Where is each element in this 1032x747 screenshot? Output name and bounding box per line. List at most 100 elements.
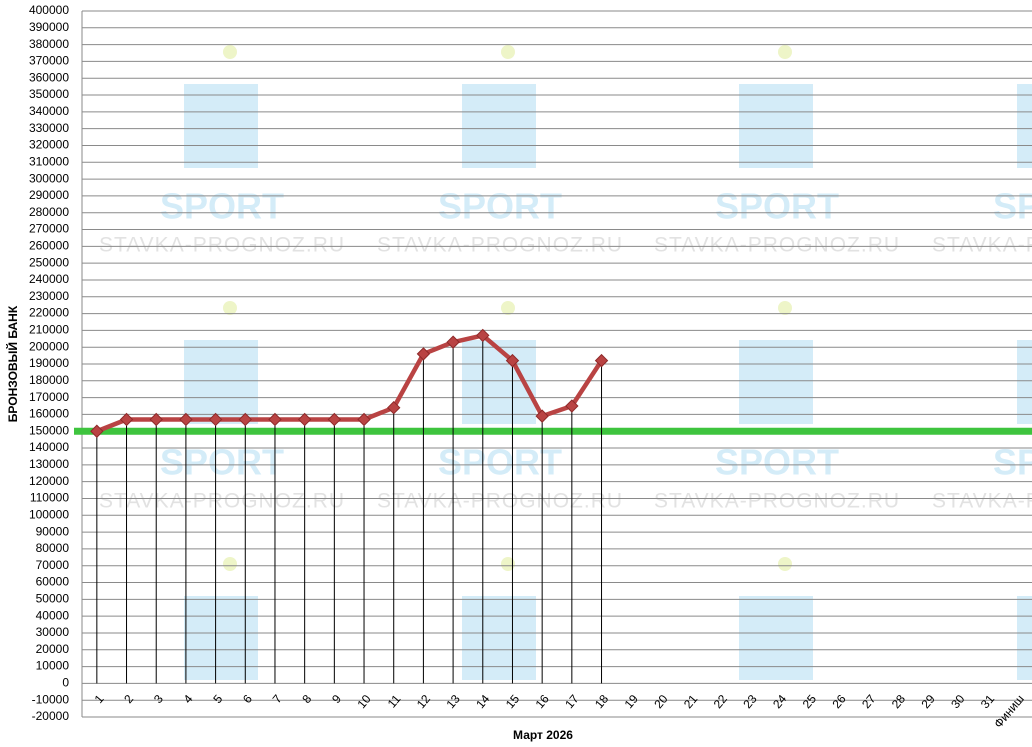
y-tick-label: 70000 <box>36 558 70 572</box>
x-tick-label: 31 <box>978 692 998 711</box>
x-tick-label: 7 <box>270 692 285 706</box>
data-point <box>179 412 193 427</box>
watermark-logo <box>1017 596 1032 680</box>
data-point <box>208 412 223 427</box>
x-tick-label: 9 <box>329 692 344 706</box>
data-point <box>505 353 520 368</box>
watermark-text: STAVKA-PROGNOZ.RU <box>99 234 345 257</box>
watermark-text: STAVKA-PROGNOZ.RU <box>654 234 900 257</box>
watermark-logo <box>184 596 258 680</box>
y-tick-label: 260000 <box>29 239 69 253</box>
y-tick-label: 60000 <box>36 575 70 589</box>
data-point <box>476 328 490 343</box>
x-tick-label: 10 <box>354 692 374 711</box>
watermark-logo <box>184 340 258 424</box>
x-tick-label: 29 <box>919 692 939 711</box>
watermark-ball <box>778 557 792 571</box>
data-point <box>297 412 312 427</box>
x-tick-label: 15 <box>503 692 523 711</box>
watermark-ball <box>223 45 237 59</box>
x-tick-label: Финиш <box>991 692 1027 731</box>
x-tick-label: 2 <box>121 692 136 706</box>
watermark-logo <box>462 84 536 168</box>
x-tick-label: 27 <box>859 692 879 711</box>
watermark-ball <box>778 301 792 315</box>
watermark-ball <box>501 557 515 571</box>
watermark-ball <box>778 45 792 59</box>
data-point <box>446 335 460 349</box>
x-tick-label: 25 <box>800 692 820 711</box>
watermark-logo <box>739 596 813 680</box>
y-tick-label: -20000 <box>32 709 70 723</box>
y-tick-label: 80000 <box>36 541 70 555</box>
watermark-text: STAVKA-PROGNOZ.RU <box>377 490 623 513</box>
x-tick-label: 6 <box>240 692 255 706</box>
data-point <box>594 353 609 368</box>
data-point <box>149 412 163 427</box>
y-tick-label: 310000 <box>29 154 69 168</box>
x-tick-label: 14 <box>473 692 493 711</box>
watermark-logo <box>739 340 813 424</box>
x-tick-label: 26 <box>829 692 849 711</box>
x-tick-label: 21 <box>681 692 701 711</box>
y-tick-label: 300000 <box>29 171 69 185</box>
y-tick-label: 220000 <box>29 306 69 320</box>
watermark-logo <box>1017 340 1032 424</box>
x-tick-label: 5 <box>210 692 225 706</box>
data-point <box>357 412 371 427</box>
y-tick-label: 150000 <box>29 423 69 437</box>
y-tick-label: 360000 <box>29 70 69 84</box>
x-tick-label: 13 <box>444 692 464 711</box>
x-tick-label: 19 <box>622 692 642 711</box>
x-tick-label: 20 <box>651 692 671 711</box>
watermark-logo <box>1017 84 1032 168</box>
y-tick-label: 160000 <box>29 407 69 421</box>
watermark-text: SPORT <box>715 186 839 227</box>
y-tick-label: 100000 <box>29 507 69 521</box>
watermark-text: SPORT <box>160 186 284 227</box>
watermark-ball <box>501 301 515 315</box>
watermark-ball <box>223 301 237 315</box>
y-tick-label: 350000 <box>29 87 69 101</box>
data-point <box>327 412 342 427</box>
x-tick-label: 8 <box>299 692 314 706</box>
x-tick-label: 17 <box>562 692 582 711</box>
y-tick-label: 200000 <box>29 339 69 353</box>
y-tick-label: 170000 <box>29 390 69 404</box>
y-tick-label: 400000 <box>29 3 69 17</box>
y-tick-label: 130000 <box>29 457 69 471</box>
y-tick-label: 330000 <box>29 121 69 135</box>
watermark-logo <box>184 84 258 168</box>
y-tick-label: 140000 <box>29 440 69 454</box>
y-tick-label: 110000 <box>30 491 69 505</box>
x-tick-label: 12 <box>414 692 434 711</box>
x-tick-label: 4 <box>181 692 196 706</box>
watermark-ball <box>223 557 237 571</box>
watermark-logo <box>462 596 536 680</box>
x-tick-label: 18 <box>592 692 612 711</box>
y-tick-label: 370000 <box>29 54 69 68</box>
y-tick-label: 40000 <box>36 608 70 622</box>
data-point <box>268 412 282 427</box>
watermark-text: STAVKA-PROGNOZ.RU <box>654 490 900 513</box>
y-tick-label: 280000 <box>29 205 69 219</box>
y-tick-label: 10000 <box>36 659 70 673</box>
y-tick-label: 180000 <box>29 373 69 387</box>
watermark-text: STAVKA-PROGNOZ.RU <box>377 234 623 257</box>
y-tick-label: 380000 <box>29 37 69 51</box>
x-tick-label: 30 <box>948 692 968 711</box>
x-tick-label: 22 <box>711 692 731 711</box>
x-tick-label: 11 <box>385 692 404 711</box>
watermark-text: STAVKA-PROGNOZ.RU <box>932 490 1032 513</box>
watermark-text: SPORT <box>438 186 562 227</box>
y-tick-label: 210000 <box>29 323 69 337</box>
x-tick-label: 1 <box>92 692 107 706</box>
y-tick-label: 340000 <box>29 104 69 118</box>
data-point <box>387 400 401 415</box>
x-tick-label: 28 <box>889 692 909 711</box>
y-tick-label: 20000 <box>36 642 70 656</box>
y-tick-label: 270000 <box>29 222 69 236</box>
y-tick-label: 90000 <box>36 524 70 538</box>
x-tick-label: 3 <box>151 692 166 706</box>
